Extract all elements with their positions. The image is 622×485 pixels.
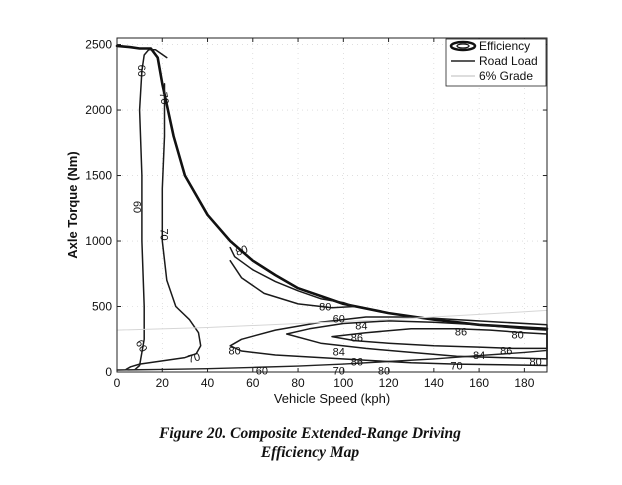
x-axis-label: Vehicle Speed (kph) — [274, 391, 390, 406]
contour-label: 80 — [319, 302, 331, 314]
y-tick-label: 500 — [92, 300, 112, 314]
series-line-max-torque-envelope — [115, 44, 549, 331]
legend-item-grade: 6% Grade — [451, 69, 533, 83]
y-tick-label: 2500 — [85, 38, 112, 52]
x-tick-label: 100 — [333, 376, 353, 390]
contour-label: 80 — [234, 243, 250, 258]
y-tick-label: 0 — [105, 365, 112, 379]
series-line-70-contour-low-speed — [125, 83, 202, 371]
legend-box — [445, 38, 547, 87]
contour-label: 70 — [450, 360, 462, 372]
y-tick-label: 2000 — [85, 103, 112, 117]
figure-caption-line-2: Efficiency Map — [260, 444, 360, 461]
legend: Efficiency Road Load 6% Grade — [445, 38, 547, 87]
legend-item-efficiency: Efficiency — [449, 39, 530, 53]
legend-label-efficiency: Efficiency — [479, 39, 530, 53]
contour-label: 60 — [333, 313, 345, 325]
grid-layer — [117, 38, 547, 372]
contour-label: 84 — [355, 321, 367, 333]
contour-label: 70 — [157, 91, 171, 105]
legend-label-grade: 6% Grade — [479, 69, 533, 83]
x-tick-label: 120 — [379, 376, 399, 390]
legend-swatch-efficiency-inner — [456, 43, 470, 49]
contour-label: 70 — [187, 351, 202, 366]
contour-label: 84 — [333, 347, 345, 359]
y-tick-label: 1500 — [85, 169, 112, 183]
series-line-80-contour-upper — [229, 246, 356, 309]
contour-label: 60 — [130, 201, 142, 213]
legend-label-road-load: Road Load — [479, 54, 538, 68]
contour-label: 86 — [351, 357, 363, 369]
contour-label: 70 — [158, 228, 170, 240]
plot-frame — [116, 37, 548, 373]
x-tick-label: 140 — [424, 376, 444, 390]
contour-label: 84 — [473, 350, 485, 362]
contour-label: 86 — [500, 345, 512, 357]
figure-caption-line-1: Figure 20. Composite Extended-Range Driv… — [159, 425, 461, 442]
x-tick-label: 40 — [201, 376, 215, 390]
x-tick-label: 180 — [514, 376, 534, 390]
x-tick-label: 160 — [469, 376, 489, 390]
legend-swatch-efficiency — [449, 40, 477, 52]
y-axis-label: Axle Torque (Nm) — [65, 151, 80, 258]
contour-label: 60 — [133, 338, 150, 355]
x-tick-label: 20 — [156, 376, 170, 390]
contour-label: 80 — [511, 330, 523, 342]
x-tick-label: 80 — [291, 376, 305, 390]
series-line-6-grade — [116, 309, 548, 331]
contour-label: 86 — [455, 326, 467, 338]
x-tick-label: 60 — [246, 376, 260, 390]
contour-label: 60 — [135, 65, 147, 77]
series-line-60-contour-low-speed — [134, 49, 168, 371]
legend-item-road-load: Road Load — [451, 54, 538, 68]
y-tick-label: 1000 — [85, 234, 112, 248]
contour-label: 80 — [530, 357, 542, 369]
x-tick-label: 0 — [114, 376, 121, 390]
series-line-road-load — [116, 349, 548, 371]
contour-label: 86 — [351, 332, 363, 344]
y-axis-ticks: 0 500 1000 1500 2000 2500 — [85, 38, 547, 379]
contour-label: 80 — [229, 345, 241, 357]
x-axis-ticks: 0 20 40 60 80 100 120 140 160 180 — [114, 38, 535, 390]
